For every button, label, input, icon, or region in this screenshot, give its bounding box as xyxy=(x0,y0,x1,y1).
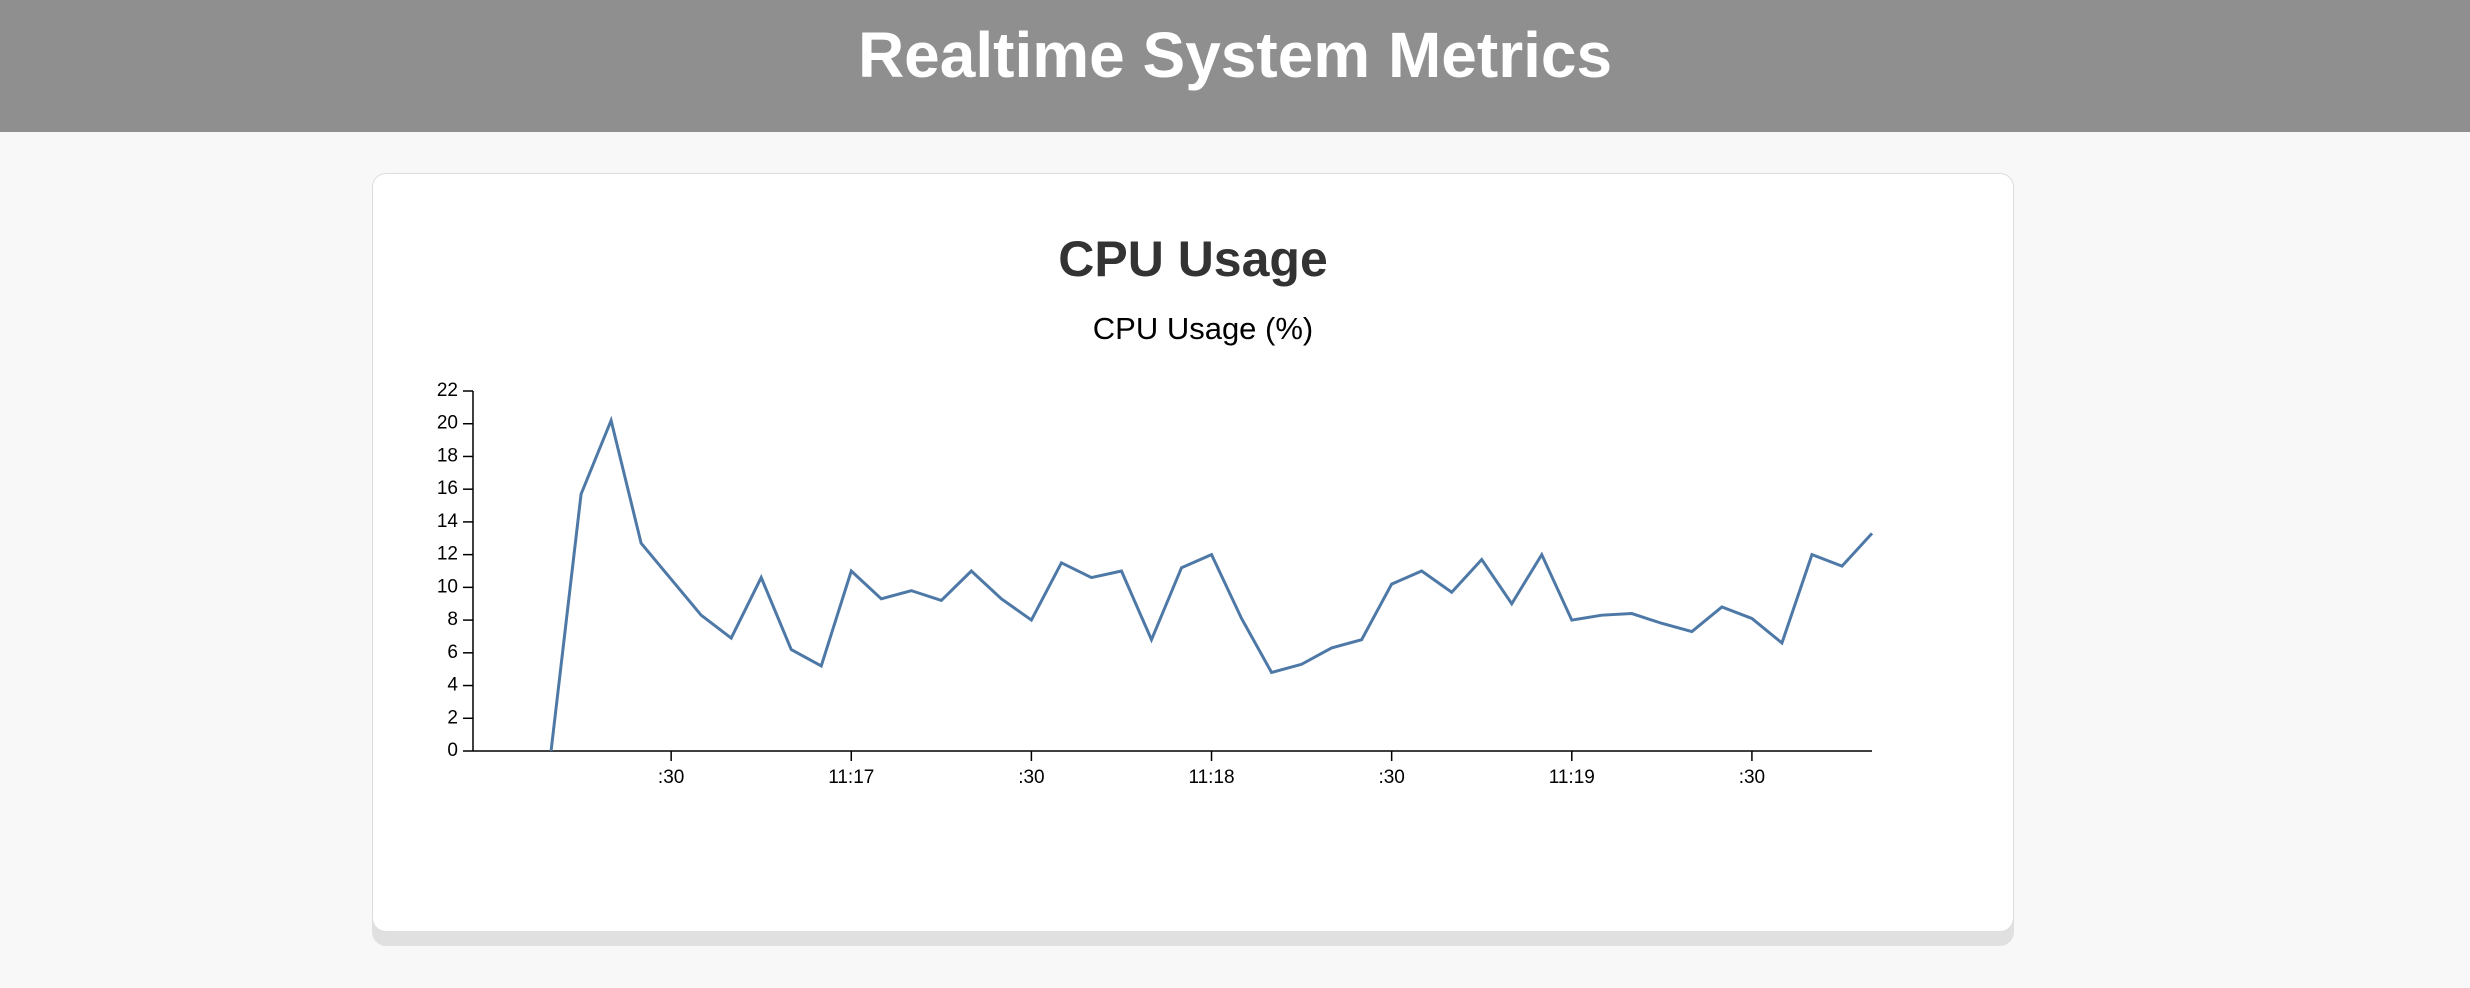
x-tick-label: :30 xyxy=(1378,767,1404,788)
y-tick-label: 10 xyxy=(437,576,458,597)
y-tick-label: 2 xyxy=(447,707,458,728)
chart-card xyxy=(372,173,2014,932)
chart-subtitle: CPU Usage (%) xyxy=(1093,311,1314,346)
line xyxy=(549,415,1874,752)
y-tick-label: 20 xyxy=(437,413,458,434)
x-tick-label: 11:18 xyxy=(1188,767,1234,788)
y-tick-label: 16 xyxy=(437,478,458,499)
y-tick-label: 4 xyxy=(447,675,458,696)
x-tick-label: 11:17 xyxy=(828,767,874,788)
y-tick-label: 6 xyxy=(447,642,458,663)
x-tick-label: :30 xyxy=(1018,767,1044,788)
y-tick-label: 18 xyxy=(437,445,458,466)
y-tick-label: 12 xyxy=(437,544,458,565)
x-tick-label: 11:19 xyxy=(1549,767,1595,788)
chart-title: CPU Usage xyxy=(1058,231,1328,287)
y-tick-label: 8 xyxy=(447,609,458,630)
x-tick-label: :30 xyxy=(1739,767,1765,788)
y-tick-label: 0 xyxy=(447,740,458,761)
y-tick-label: 22 xyxy=(437,380,458,401)
y-tick-label: 14 xyxy=(437,511,459,532)
header-title: Realtime System Metrics xyxy=(0,0,2470,132)
x-tick-label: :30 xyxy=(658,767,684,788)
